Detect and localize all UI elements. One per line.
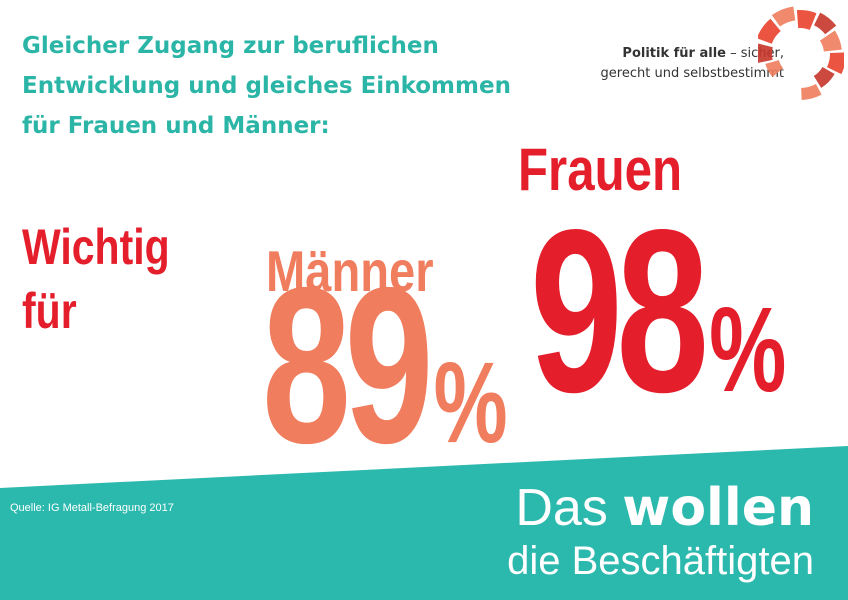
value-number: 89: [262, 241, 434, 490]
logo-segment: [796, 10, 817, 30]
series-name-maenner: Männer: [266, 240, 434, 304]
footer-tagline-line2: die Beschäftigten: [507, 539, 814, 583]
value-unit: %: [433, 337, 508, 467]
value-unit: %: [709, 282, 786, 418]
segmented-circle-logo-icon: [758, 6, 844, 100]
logo-segment: [814, 12, 837, 35]
headline-line: Entwicklung und gleiches Einkommen: [22, 73, 511, 99]
logo-segment: [758, 18, 781, 44]
footer-tagline-word2: wollen: [622, 478, 814, 538]
logo-segment: [758, 43, 773, 63]
headline: Gleicher Zugang zur beruflichen Entwickl…: [22, 26, 511, 146]
source-note: Quelle: IG Metall-Befragung 2017: [10, 502, 174, 514]
footer-tagline-line1: Das wollen: [507, 478, 814, 538]
category-label-line: Wichtig: [22, 219, 170, 275]
series-name-frauen: Frauen: [518, 136, 683, 203]
footer-tagline-word1: Das: [515, 479, 623, 537]
logo-segment: [819, 30, 842, 52]
brand-tagline-line2: gerecht und selbstbestimmt: [600, 66, 784, 81]
logo-segment: [771, 6, 796, 27]
footer-band-shape: [0, 446, 848, 600]
logo-segment: [813, 67, 835, 88]
brand-tagline: Politik für alle – sicher, gerecht und s…: [601, 44, 784, 84]
headline-line: Gleicher Zugang zur beruflichen: [22, 33, 439, 59]
logo-segment: [826, 52, 844, 75]
series-value-frauen: 98%: [530, 196, 786, 466]
category-label-line: für: [22, 283, 77, 339]
logo-segment: [801, 84, 822, 100]
series-value-maenner: 89%: [262, 255, 508, 514]
headline-line: für Frauen und Männer:: [22, 113, 330, 139]
category-label: Wichtig für: [22, 215, 170, 343]
value-number: 98: [530, 182, 709, 442]
footer-tagline: Das wollen die Beschäftigten: [507, 478, 814, 584]
brand-tagline-strong: Politik für alle: [622, 46, 726, 61]
logo-segment: [765, 60, 784, 78]
